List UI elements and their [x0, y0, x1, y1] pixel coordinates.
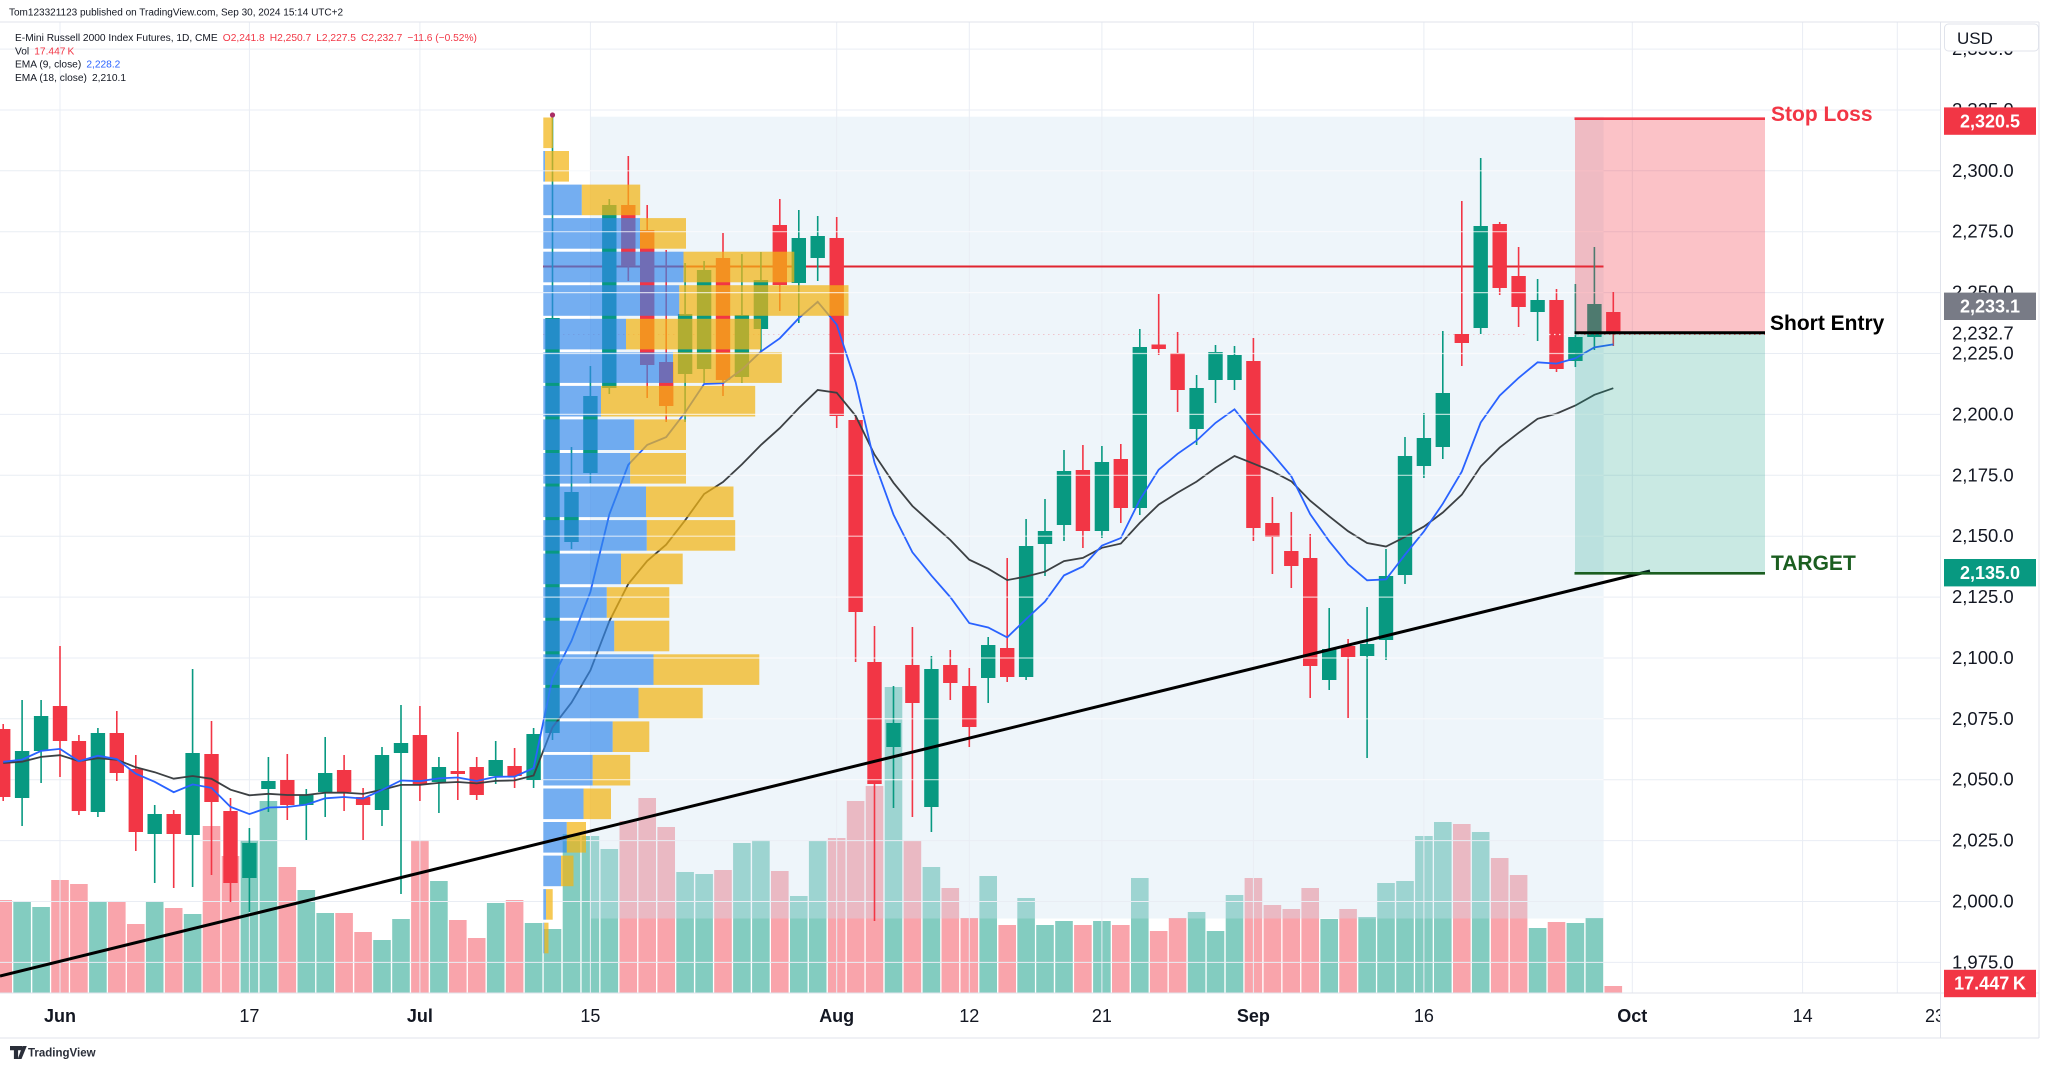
- svg-text:2,075.0: 2,075.0: [1952, 708, 2014, 729]
- svg-text:Jul: Jul: [407, 1006, 433, 1026]
- svg-text:2,175.0: 2,175.0: [1952, 464, 2014, 485]
- svg-text:2,135.0: 2,135.0: [1960, 563, 2020, 583]
- svg-text:2,233.1: 2,233.1: [1960, 297, 2020, 317]
- svg-text:E-Mini Russell 2000 Index Futu: E-Mini Russell 2000 Index Futures, 1D, C…: [15, 33, 477, 44]
- svg-text:16: 16: [1414, 1006, 1434, 1026]
- svg-text:2,275.0: 2,275.0: [1952, 221, 2014, 242]
- svg-text:23: 23: [1925, 1006, 1945, 1026]
- svg-text:2,200.0: 2,200.0: [1952, 403, 2014, 424]
- svg-text:15: 15: [580, 1006, 600, 1026]
- svg-text:Sep: Sep: [1237, 1006, 1270, 1026]
- svg-text:14: 14: [1793, 1006, 1813, 1026]
- svg-text:Stop Loss: Stop Loss: [1771, 103, 1873, 126]
- svg-text:Short Entry: Short Entry: [1770, 312, 1885, 335]
- svg-text:17.447 K: 17.447 K: [1954, 974, 2026, 994]
- svg-text:2,232.7: 2,232.7: [1952, 322, 2014, 343]
- svg-text:Oct: Oct: [1617, 1006, 1647, 1026]
- svg-text:Aug: Aug: [819, 1006, 854, 1026]
- svg-text:12: 12: [959, 1006, 979, 1026]
- svg-text:2,125.0: 2,125.0: [1952, 586, 2014, 607]
- svg-text:Vol 17.447 K: Vol 17.447 K: [15, 46, 74, 57]
- svg-text:Tom123321123 published on Trad: Tom123321123 published on TradingView.co…: [9, 8, 343, 19]
- svg-text:USD: USD: [1957, 29, 1993, 48]
- svg-text:TradingView: TradingView: [28, 1048, 96, 1060]
- svg-text:17: 17: [239, 1006, 259, 1026]
- svg-text:Jun: Jun: [44, 1006, 76, 1026]
- svg-text:EMA (18, close) 2,210.1: EMA (18, close) 2,210.1: [15, 73, 126, 84]
- svg-text:1,975.0: 1,975.0: [1952, 951, 2014, 972]
- svg-text:2,300.0: 2,300.0: [1952, 160, 2014, 181]
- svg-text:2,225.0: 2,225.0: [1952, 343, 2014, 364]
- svg-text:EMA (9, close) 2,228.2: EMA (9, close) 2,228.2: [15, 60, 121, 71]
- svg-text:2,150.0: 2,150.0: [1952, 525, 2014, 546]
- svg-text:2,050.0: 2,050.0: [1952, 769, 2014, 790]
- svg-text:21: 21: [1092, 1006, 1112, 1026]
- svg-text:TARGET: TARGET: [1771, 552, 1856, 575]
- svg-text:2,100.0: 2,100.0: [1952, 647, 2014, 668]
- svg-text:2,320.5: 2,320.5: [1960, 111, 2020, 131]
- svg-text:2,025.0: 2,025.0: [1952, 830, 2014, 851]
- svg-text:2,000.0: 2,000.0: [1952, 891, 2014, 912]
